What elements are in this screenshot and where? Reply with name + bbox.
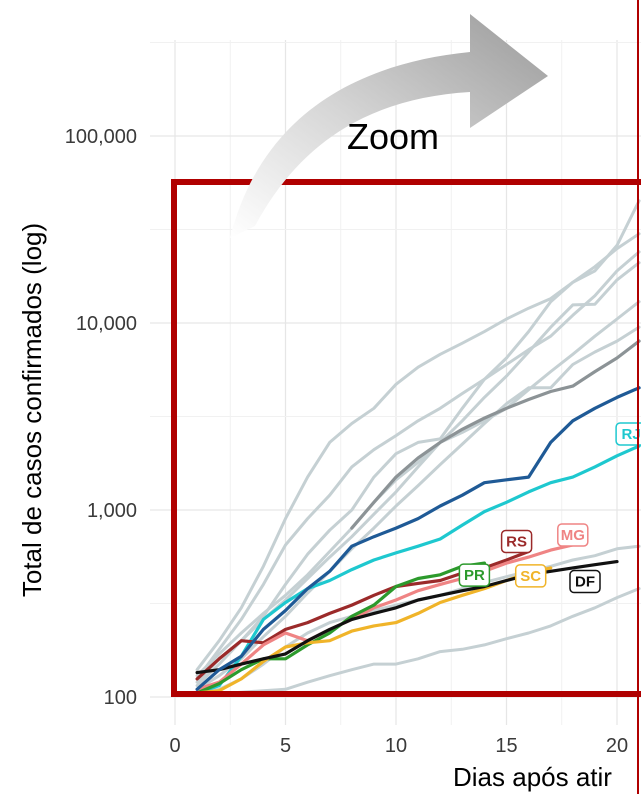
- x-tick-label: 5: [280, 735, 291, 757]
- x-axis-tick-labels: 0 5 10 15 20: [169, 735, 628, 757]
- series-line-mg: [195, 543, 575, 691]
- series-label-mg: MG: [557, 523, 589, 547]
- y-tick-label: 100: [104, 687, 137, 709]
- y-tick-label: 10,000: [76, 313, 137, 335]
- x-tick-label: 20: [606, 735, 628, 757]
- zoom-annotation: Zoom: [347, 116, 439, 157]
- svg-text:RJ: RJ: [622, 426, 641, 443]
- svg-text:RS: RS: [506, 533, 527, 550]
- series-label-df: DF: [569, 569, 601, 594]
- x-tick-label: 15: [495, 735, 517, 757]
- series-line: [195, 587, 641, 697]
- series-label-pr: PR: [458, 563, 491, 587]
- series-labels: RJ RS MG PR SC DF: [458, 422, 641, 594]
- zoom-highlight-box: [171, 179, 641, 697]
- y-tick-label: 1,000: [87, 500, 137, 522]
- svg-text:SC: SC: [520, 568, 541, 585]
- series-line: [350, 339, 641, 530]
- y-axis-title: Total de casos confirmados (log): [17, 223, 47, 597]
- svg-text:MG: MG: [561, 527, 585, 544]
- series-label-rs: RS: [500, 529, 533, 554]
- series-line: [195, 250, 641, 681]
- series-line-rj: [195, 444, 641, 695]
- svg-text:DF: DF: [575, 574, 595, 591]
- series-line: [195, 300, 641, 684]
- series-line: [195, 261, 641, 678]
- y-tick-label: 100,000: [65, 126, 137, 148]
- grid-lines: [150, 40, 641, 725]
- x-axis-title: Dias após atir: [453, 762, 612, 792]
- x-tick-label: 0: [169, 735, 180, 757]
- series-label-sc: SC: [514, 564, 547, 588]
- series-line: [195, 386, 641, 691]
- series-label-rj: RJ: [615, 422, 641, 446]
- y-axis-tick-labels: 100 1,000 10,000 100,000: [65, 126, 137, 709]
- svg-text:PR: PR: [464, 567, 485, 584]
- series-line: [195, 325, 641, 691]
- x-tick-label: 10: [385, 735, 407, 757]
- series-lines: [195, 199, 641, 697]
- zoom-arrow: [230, 14, 548, 238]
- series-line: [195, 232, 641, 672]
- series-line-df: [195, 559, 619, 675]
